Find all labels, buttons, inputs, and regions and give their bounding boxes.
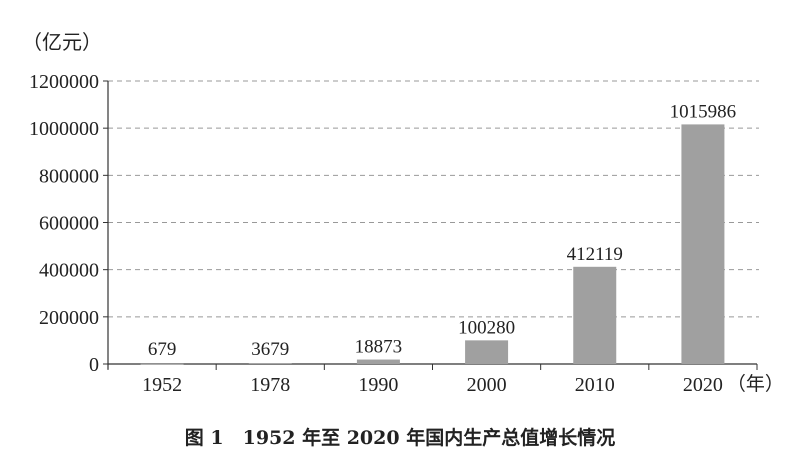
chart-caption: 图 1 1952 年至 2020 年国内生产总值增长情况 [184, 427, 616, 449]
x-tick-label-2020: 2020 [683, 374, 723, 396]
y-tick-label: 200000 [39, 307, 99, 329]
bar-2000 [465, 340, 509, 364]
x-tick-label-1952: 1952 [142, 374, 182, 396]
y-tick-label: 1200000 [29, 71, 99, 93]
y-tick-label: 1000000 [29, 118, 99, 140]
y-tick-label: 800000 [39, 165, 99, 187]
data-label-2020: 1015986 [670, 101, 737, 122]
bar-1978 [248, 363, 292, 364]
y-tick-label: 400000 [39, 260, 99, 282]
x-tick-label-2010: 2010 [575, 374, 615, 396]
data-label-1978: 3679 [251, 339, 289, 360]
data-label-1990: 18873 [355, 337, 403, 358]
bar-2010 [573, 266, 617, 364]
x-tick-label-2000: 2000 [467, 374, 507, 396]
x-tick-label-1978: 1978 [250, 374, 290, 396]
x-axis-unit-label: （年） [727, 373, 784, 395]
data-label-2000: 100280 [458, 317, 515, 338]
y-tick-label: 0 [89, 354, 99, 376]
y-axis-unit-label: （亿元） [22, 30, 102, 54]
data-label-2010: 412119 [567, 244, 623, 265]
x-tick-label-1990: 1990 [358, 374, 398, 396]
bar-2020 [681, 124, 725, 364]
y-tick-label: 600000 [39, 213, 99, 235]
bar-1952 [140, 363, 184, 365]
data-label-1952: 679 [148, 339, 177, 360]
bar-1990 [356, 359, 400, 364]
